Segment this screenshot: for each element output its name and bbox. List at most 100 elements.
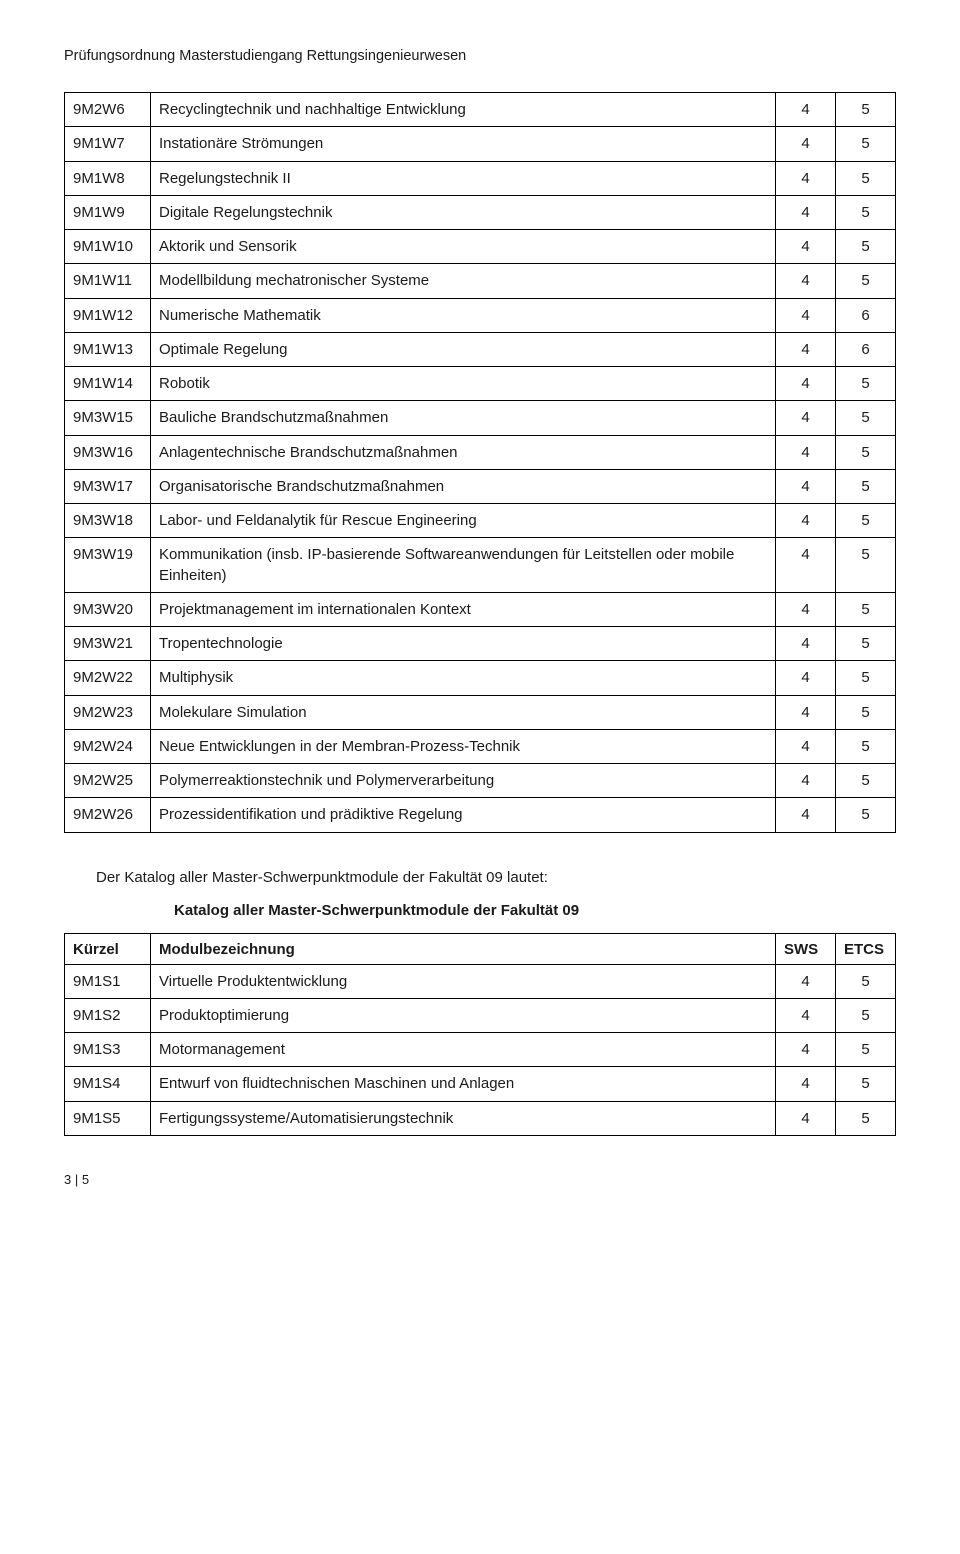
col-header-kuerzel: Kürzel: [65, 933, 151, 964]
module-ects: 5: [836, 504, 896, 538]
module-ects: 5: [836, 367, 896, 401]
table-row: 9M1W9Digitale Regelungstechnik45: [65, 195, 896, 229]
table-row: 9M1W13Optimale Regelung46: [65, 332, 896, 366]
table-row: 9M1W12Numerische Mathematik46: [65, 298, 896, 332]
module-code: 9M3W19: [65, 538, 151, 593]
intro-text: Der Katalog aller Master-Schwerpunktmodu…: [96, 869, 896, 886]
module-sws: 4: [776, 538, 836, 593]
module-code: 9M1S3: [65, 1033, 151, 1067]
module-ects: 5: [836, 1101, 896, 1135]
module-ects: 6: [836, 332, 896, 366]
table-row: 9M3W21Tropentechnologie45: [65, 627, 896, 661]
module-ects: 5: [836, 998, 896, 1032]
module-sws: 4: [776, 1067, 836, 1101]
module-sws: 4: [776, 264, 836, 298]
table-row: 9M2W6Recyclingtechnik und nachhaltige En…: [65, 93, 896, 127]
table-row: 9M1W10Aktorik und Sensorik45: [65, 230, 896, 264]
module-name: Tropentechnologie: [151, 627, 776, 661]
module-sws: 4: [776, 161, 836, 195]
module-ects: 5: [836, 93, 896, 127]
module-code: 9M1W7: [65, 127, 151, 161]
module-name: Organisatorische Brandschutzmaßnahmen: [151, 469, 776, 503]
table-row: 9M2W24Neue Entwicklungen in der Membran-…: [65, 729, 896, 763]
module-ects: 5: [836, 401, 896, 435]
module-table-2: Kürzel Modulbezeichnung SWS ETCS 9M1S1Vi…: [64, 933, 896, 1136]
module-sws: 4: [776, 332, 836, 366]
module-code: 9M1S4: [65, 1067, 151, 1101]
module-sws: 4: [776, 964, 836, 998]
table-row: 9M3W15Bauliche Brandschutzmaßnahmen45: [65, 401, 896, 435]
module-name: Projektmanagement im internationalen Kon…: [151, 592, 776, 626]
module-name: Labor- und Feldanalytik für Rescue Engin…: [151, 504, 776, 538]
module-sws: 4: [776, 469, 836, 503]
module-sws: 4: [776, 401, 836, 435]
module-ects: 5: [836, 230, 896, 264]
module-sws: 4: [776, 729, 836, 763]
table-header-row: Kürzel Modulbezeichnung SWS ETCS: [65, 933, 896, 964]
module-ects: 5: [836, 729, 896, 763]
module-code: 9M3W15: [65, 401, 151, 435]
col-header-ects: ETCS: [836, 933, 896, 964]
module-table-1: 9M2W6Recyclingtechnik und nachhaltige En…: [64, 92, 896, 833]
module-name: Digitale Regelungstechnik: [151, 195, 776, 229]
table-row: 9M1W8Regelungstechnik II45: [65, 161, 896, 195]
module-sws: 4: [776, 627, 836, 661]
module-sws: 4: [776, 127, 836, 161]
table-row: 9M1W14Robotik45: [65, 367, 896, 401]
module-code: 9M1W8: [65, 161, 151, 195]
page-header: Prüfungsordnung Masterstudiengang Rettun…: [64, 48, 896, 64]
col-header-modul: Modulbezeichnung: [151, 933, 776, 964]
table-row: 9M2W25Polymerreaktionstechnik und Polyme…: [65, 764, 896, 798]
module-name: Entwurf von fluidtechnischen Maschinen u…: [151, 1067, 776, 1101]
table-row: 9M1W11Modellbildung mechatronischer Syst…: [65, 264, 896, 298]
module-name: Virtuelle Produktentwicklung: [151, 964, 776, 998]
module-ects: 5: [836, 627, 896, 661]
module-code: 9M1W13: [65, 332, 151, 366]
module-sws: 4: [776, 1101, 836, 1135]
module-sws: 4: [776, 504, 836, 538]
table-row: 9M2W22Multiphysik45: [65, 661, 896, 695]
module-name: Numerische Mathematik: [151, 298, 776, 332]
table-row: 9M3W20Projektmanagement im international…: [65, 592, 896, 626]
module-sws: 4: [776, 298, 836, 332]
module-code: 9M1W9: [65, 195, 151, 229]
table-row: 9M3W18Labor- und Feldanalytik für Rescue…: [65, 504, 896, 538]
table-row: 9M2W23Molekulare Simulation45: [65, 695, 896, 729]
module-name: Fertigungssysteme/Automatisierungstechni…: [151, 1101, 776, 1135]
module-name: Polymerreaktionstechnik und Polymerverar…: [151, 764, 776, 798]
table-row: 9M3W16Anlagentechnische Brandschutzmaßna…: [65, 435, 896, 469]
module-sws: 4: [776, 367, 836, 401]
module-sws: 4: [776, 661, 836, 695]
module-name: Recyclingtechnik und nachhaltige Entwick…: [151, 93, 776, 127]
table-row: 9M3W17Organisatorische Brandschutzmaßnah…: [65, 469, 896, 503]
module-code: 9M3W17: [65, 469, 151, 503]
module-name: Modellbildung mechatronischer Systeme: [151, 264, 776, 298]
module-name: Anlagentechnische Brandschutzmaßnahmen: [151, 435, 776, 469]
module-name: Prozessidentifikation und prädiktive Reg…: [151, 798, 776, 832]
module-sws: 4: [776, 998, 836, 1032]
module-name: Bauliche Brandschutzmaßnahmen: [151, 401, 776, 435]
table-row: 9M1S1Virtuelle Produktentwicklung45: [65, 964, 896, 998]
table-row: 9M1S3Motormanagement45: [65, 1033, 896, 1067]
module-code: 9M3W16: [65, 435, 151, 469]
module-name: Kommunikation (insb. IP-basierende Softw…: [151, 538, 776, 593]
module-ects: 5: [836, 538, 896, 593]
module-ects: 5: [836, 1033, 896, 1067]
module-sws: 4: [776, 764, 836, 798]
module-ects: 6: [836, 298, 896, 332]
table-row: 9M1W7Instationäre Strömungen45: [65, 127, 896, 161]
module-sws: 4: [776, 195, 836, 229]
module-name: Robotik: [151, 367, 776, 401]
module-ects: 5: [836, 195, 896, 229]
module-sws: 4: [776, 592, 836, 626]
module-code: 9M3W20: [65, 592, 151, 626]
module-sws: 4: [776, 695, 836, 729]
module-code: 9M2W6: [65, 93, 151, 127]
module-ects: 5: [836, 435, 896, 469]
module-code: 9M1W14: [65, 367, 151, 401]
module-code: 9M1S5: [65, 1101, 151, 1135]
module-code: 9M2W24: [65, 729, 151, 763]
module-code: 9M2W25: [65, 764, 151, 798]
module-ects: 5: [836, 798, 896, 832]
module-ects: 5: [836, 469, 896, 503]
